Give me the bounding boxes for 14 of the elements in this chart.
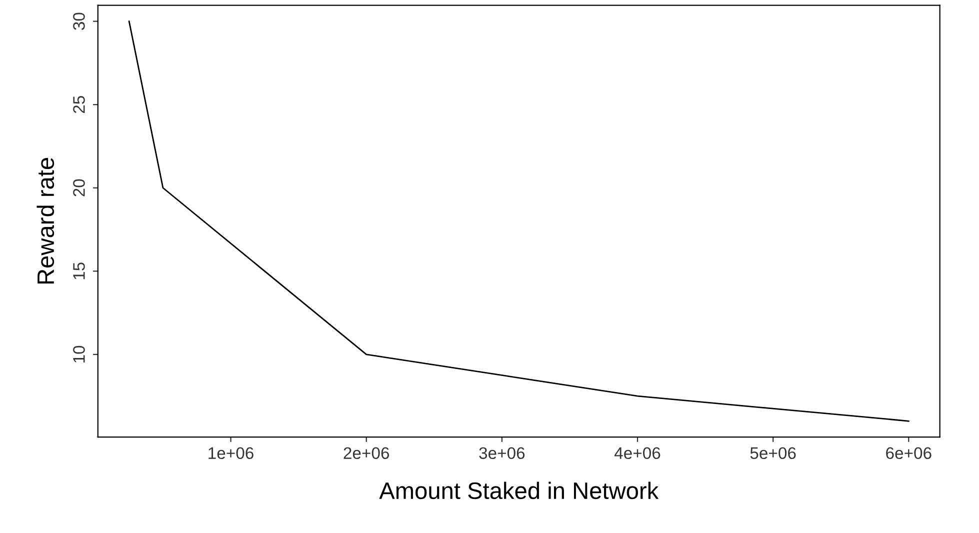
y-tick-label: 15 [73, 262, 85, 280]
y-tick-label: 20 [73, 179, 85, 196]
line-series [128, 20, 910, 422]
y-axis-title: Reward rate [36, 158, 54, 284]
x-tick-label: 4e+06 [614, 447, 660, 460]
x-tick-label: 1e+06 [208, 447, 254, 460]
y-tick-label: 10 [73, 346, 85, 362]
x-tick-label: 6e+06 [886, 447, 932, 460]
x-tick-label: 2e+06 [344, 447, 390, 460]
y-tick-label: 30 [73, 12, 85, 30]
x-tick-label: 5e+06 [750, 447, 796, 460]
y-tick-label: 25 [73, 96, 85, 114]
x-axis-title: Amount Staked in Network [379, 482, 659, 500]
x-tick-label: 3e+06 [479, 447, 525, 460]
